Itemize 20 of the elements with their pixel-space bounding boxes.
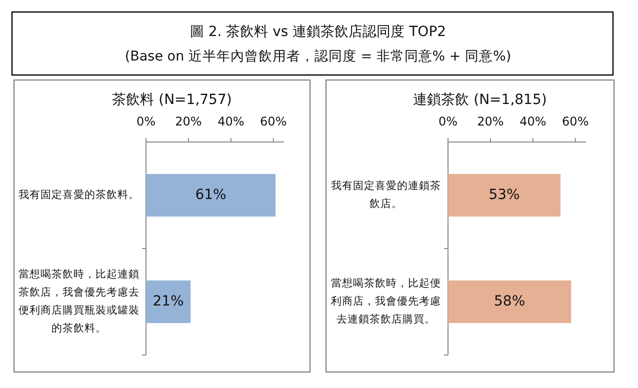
chart-title: 茶飲料 (N=1,757): [112, 92, 232, 108]
chart-title: 連鎖茶飲 (N=1,815): [413, 92, 547, 108]
x-tick-label: 20%: [175, 114, 202, 128]
text: 圖 2. 茶飲料 vs 連鎖茶飲店認同度 TOP2: [190, 24, 446, 40]
data-label: 53%: [488, 187, 520, 204]
x-tick-label: 40%: [218, 114, 244, 128]
y-tick-label: 當想喝茶飲時，比起便利商店，我會優先考慮去連鎖茶飲店購買。: [331, 276, 441, 326]
x-tick-label: 60%: [562, 114, 589, 128]
x-tick-label: 0%: [438, 114, 458, 128]
y-tick-label: 我有固定喜愛的茶飲料。: [18, 188, 140, 202]
data-label: 21%: [152, 294, 184, 310]
x-tick-label: 20%: [477, 114, 504, 128]
x-tick-label: 40%: [520, 114, 546, 128]
x-tick-label: 60%: [260, 114, 287, 128]
y-tick-label: 當想喝茶飲時，比起連鎖茶飲店，我會優先考慮去便利商店購買瓶裝或罐裝的茶飲料。: [18, 268, 140, 335]
data-label: 61%: [195, 187, 226, 204]
text: (Base on 近半年內曾飲用者，認同度 = 非常同意% + 同意%): [124, 48, 512, 65]
y-tick-label: 我有固定喜愛的連鎖茶飲店。: [331, 179, 441, 210]
data-label: 58%: [494, 294, 526, 310]
x-tick-label: 0%: [136, 114, 156, 128]
